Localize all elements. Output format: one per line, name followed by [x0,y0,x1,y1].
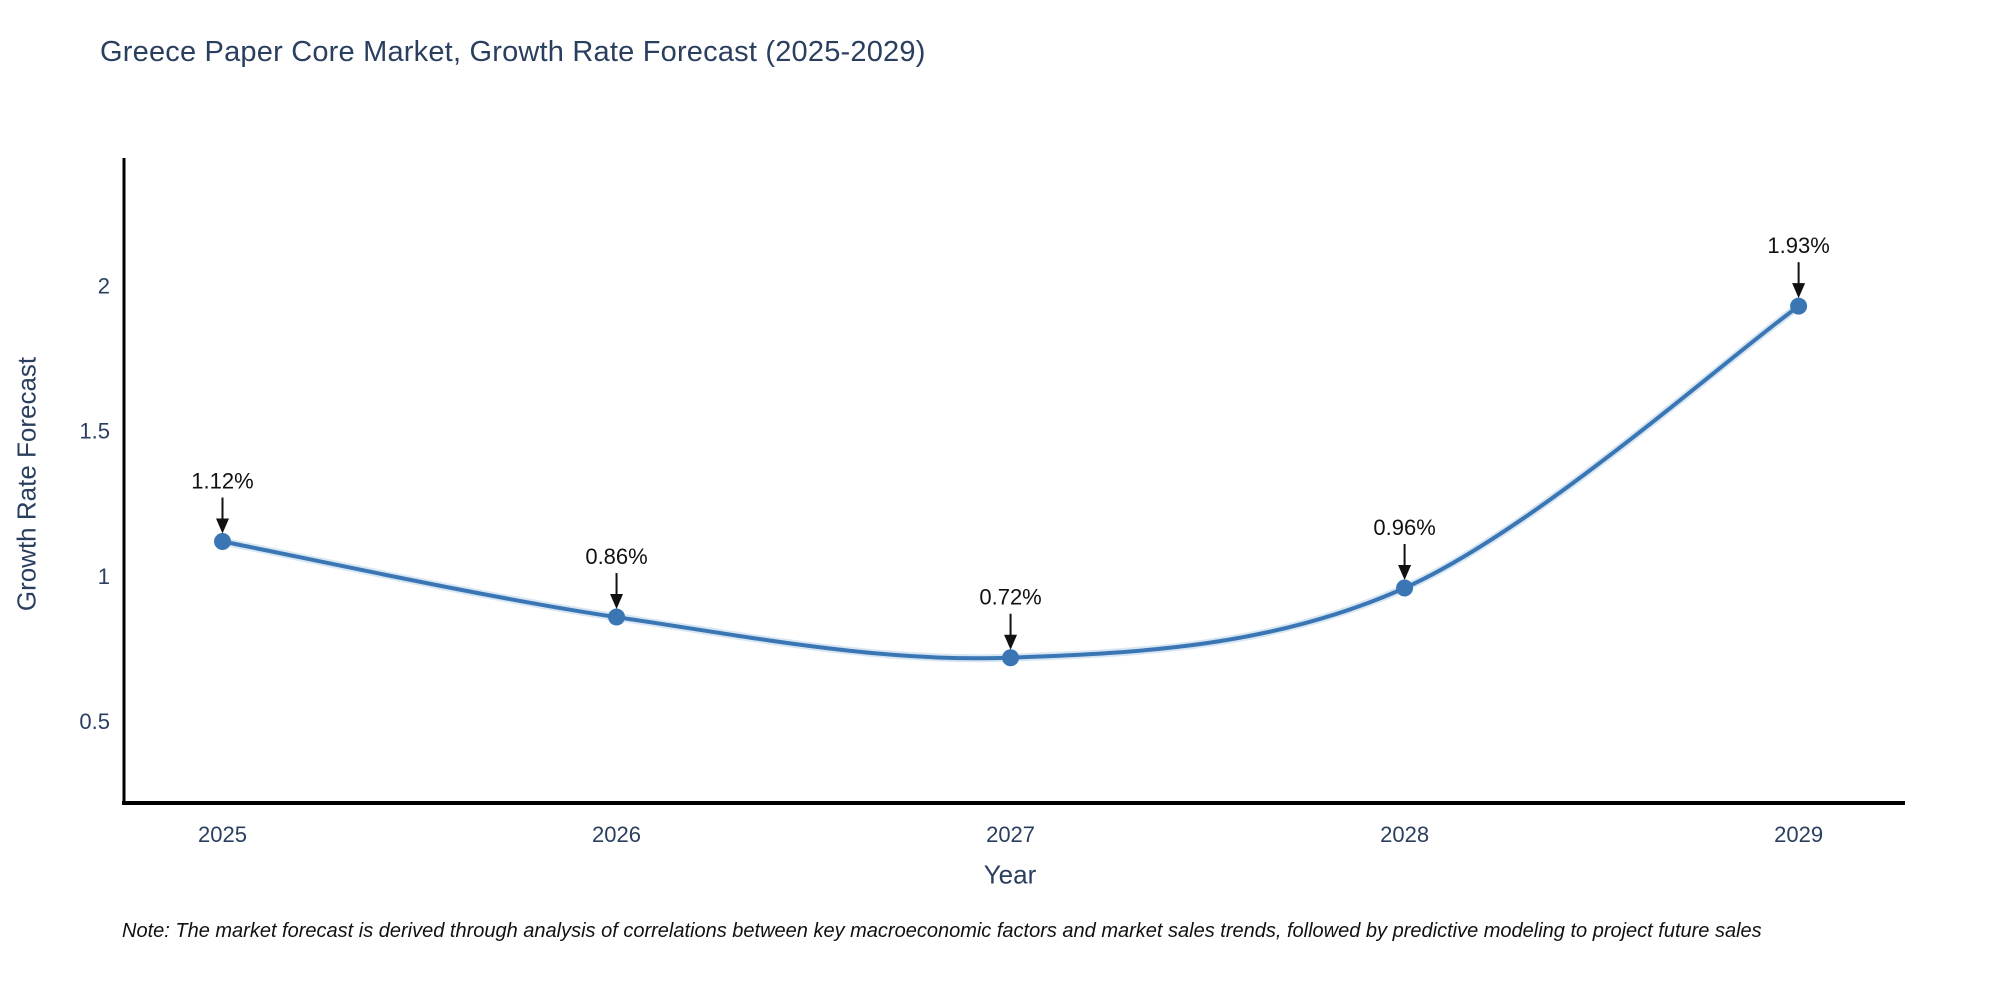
point-annotation-label: 0.96% [1373,515,1435,540]
annotation-arrowhead [216,518,230,534]
point-annotation-label: 1.12% [191,469,253,494]
data-point-marker [1002,649,1020,667]
data-point-marker [1396,579,1414,597]
point-annotation-label: 0.86% [585,544,647,569]
x-tick-label: 2027 [986,822,1035,847]
y-tick-label: 1.5 [79,419,110,444]
y-tick-label: 2 [98,273,110,298]
point-annotation-label: 1.93% [1767,233,1829,258]
y-tick-label: 1 [98,564,110,589]
x-axis-title: Year [983,859,1037,890]
point-annotation-label: 0.72% [979,585,1041,610]
chart-title: Greece Paper Core Market, Growth Rate Fo… [100,36,926,68]
x-tick-label: 2029 [1774,822,1823,847]
x-tick-label: 2025 [198,822,247,847]
trend-line [220,304,1801,661]
data-point-marker [214,533,232,551]
annotation-arrowhead [610,594,624,610]
y-tick-label: 0.5 [79,709,110,734]
annotation-arrowhead [1792,283,1806,299]
x-tick-label: 2026 [592,822,641,847]
footnote: Note: The market forecast is derived thr… [122,920,1762,942]
data-point-marker [1790,297,1808,315]
annotation-arrowhead [1004,634,1018,650]
data-point-marker [608,608,626,626]
annotation-arrowhead [1398,565,1412,580]
x-tick-label: 2028 [1380,822,1429,847]
